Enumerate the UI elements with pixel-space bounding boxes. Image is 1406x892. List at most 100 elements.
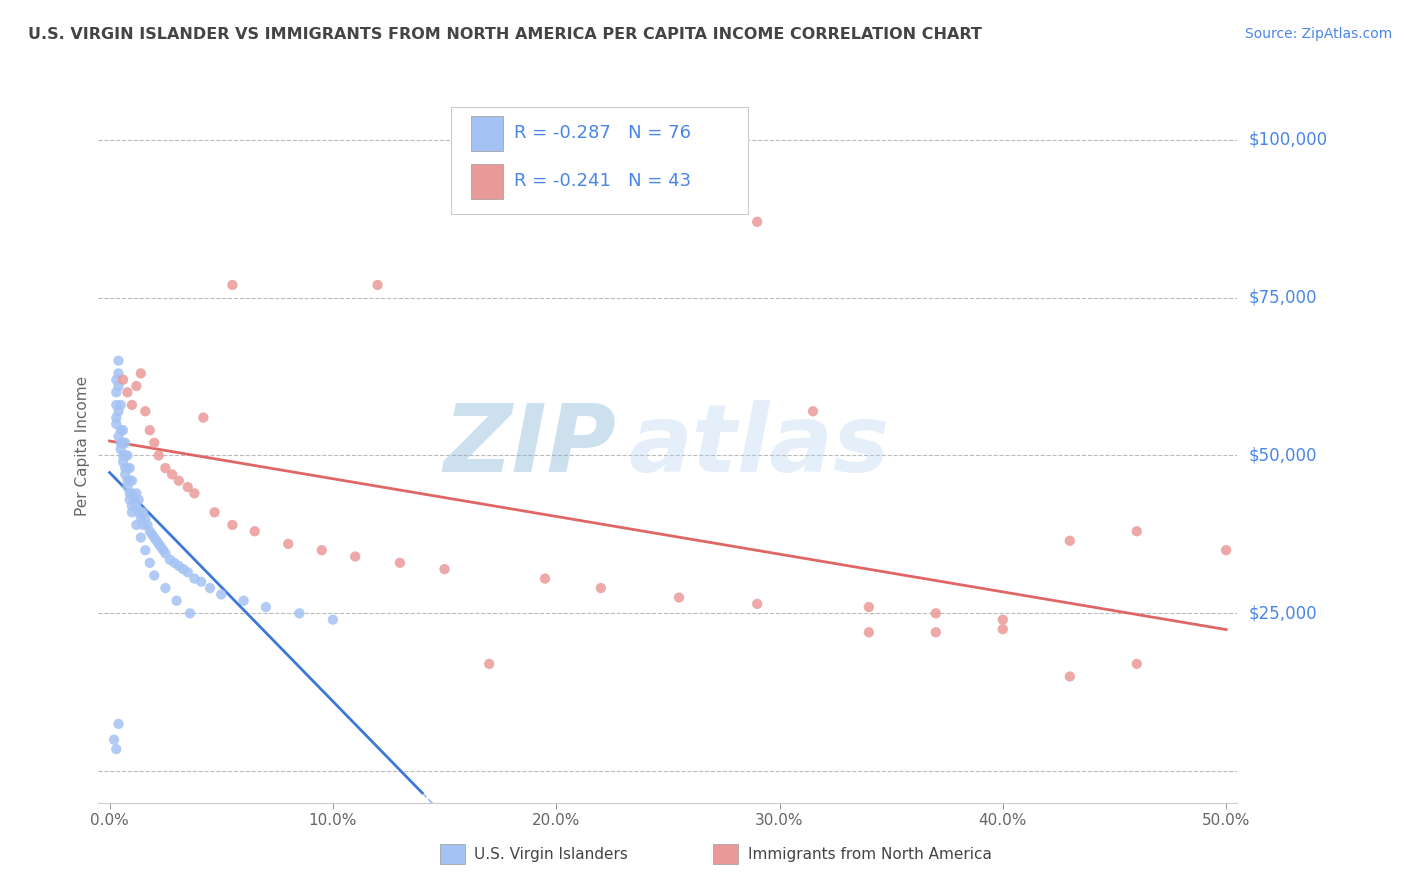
Point <box>107 379 129 393</box>
Text: R = -0.287   N = 76: R = -0.287 N = 76 <box>515 125 692 143</box>
Point <box>388 556 411 570</box>
Point <box>148 537 170 551</box>
Point <box>125 499 148 513</box>
Point <box>136 517 159 532</box>
Text: R = -0.241   N = 43: R = -0.241 N = 43 <box>515 172 692 190</box>
Point <box>183 572 205 586</box>
Point <box>155 461 177 475</box>
Point <box>125 486 148 500</box>
Point <box>105 417 128 431</box>
Point <box>111 435 134 450</box>
Point <box>149 540 172 554</box>
Point <box>198 581 221 595</box>
Point <box>107 353 129 368</box>
Point <box>209 587 232 601</box>
Point <box>143 531 166 545</box>
Point <box>114 435 136 450</box>
Point <box>277 537 299 551</box>
Point <box>128 505 150 519</box>
Point <box>117 449 139 463</box>
Point <box>991 613 1014 627</box>
Point <box>122 492 145 507</box>
Point <box>991 622 1014 636</box>
Point <box>801 404 824 418</box>
Point <box>1126 524 1149 539</box>
Point <box>114 467 136 482</box>
Text: Source: ZipAtlas.com: Source: ZipAtlas.com <box>1244 27 1392 41</box>
Point <box>105 742 128 756</box>
Point <box>160 467 183 482</box>
Text: U.S. VIRGIN ISLANDER VS IMMIGRANTS FROM NORTH AMERICA PER CAPITA INCOME CORRELAT: U.S. VIRGIN ISLANDER VS IMMIGRANTS FROM … <box>28 27 981 42</box>
Point <box>143 435 166 450</box>
Text: $50,000: $50,000 <box>1249 447 1317 465</box>
Point <box>143 568 166 582</box>
Point <box>111 455 134 469</box>
Point <box>243 524 266 539</box>
Point <box>311 543 333 558</box>
FancyBboxPatch shape <box>713 844 738 864</box>
Point <box>534 572 557 586</box>
Point <box>322 613 344 627</box>
Point <box>204 505 226 519</box>
Point <box>221 277 243 292</box>
Point <box>288 607 311 621</box>
Point <box>193 410 215 425</box>
Text: $100,000: $100,000 <box>1249 131 1327 149</box>
Point <box>117 385 139 400</box>
Point <box>107 404 129 418</box>
Point <box>344 549 367 564</box>
Point <box>134 404 156 418</box>
Point <box>221 517 243 532</box>
Point <box>172 562 194 576</box>
Point <box>118 486 141 500</box>
Point <box>668 591 690 605</box>
Point <box>110 423 132 437</box>
Point <box>167 474 190 488</box>
Point <box>478 657 501 671</box>
Point <box>128 492 150 507</box>
Point <box>121 474 143 488</box>
Point <box>179 607 201 621</box>
Point <box>121 398 143 412</box>
Point <box>129 531 152 545</box>
Point <box>110 442 132 457</box>
Point <box>155 581 177 595</box>
Point <box>125 379 148 393</box>
Point <box>129 367 152 381</box>
Point <box>111 423 134 437</box>
Point <box>117 480 139 494</box>
Point <box>134 543 156 558</box>
Point <box>155 546 177 560</box>
FancyBboxPatch shape <box>440 844 465 864</box>
Point <box>111 373 134 387</box>
Point <box>129 511 152 525</box>
Point <box>163 556 186 570</box>
FancyBboxPatch shape <box>451 107 748 214</box>
Point <box>107 429 129 443</box>
Point <box>132 517 155 532</box>
Point <box>139 556 162 570</box>
Point <box>110 435 132 450</box>
Point <box>747 597 769 611</box>
FancyBboxPatch shape <box>471 164 503 199</box>
Text: atlas: atlas <box>628 400 889 492</box>
Point <box>166 593 188 607</box>
Text: Immigrants from North America: Immigrants from North America <box>748 847 991 862</box>
Point <box>858 625 880 640</box>
Point <box>105 385 128 400</box>
Point <box>433 562 456 576</box>
Point <box>125 517 148 532</box>
Point <box>118 461 141 475</box>
Point <box>134 511 156 525</box>
Point <box>159 552 181 566</box>
Point <box>1215 543 1237 558</box>
Point <box>121 505 143 519</box>
Point <box>367 277 389 292</box>
Point <box>117 474 139 488</box>
Point <box>111 449 134 463</box>
Point <box>118 474 141 488</box>
Point <box>589 581 612 595</box>
Point <box>254 600 277 615</box>
Point <box>132 505 155 519</box>
Point <box>107 367 129 381</box>
